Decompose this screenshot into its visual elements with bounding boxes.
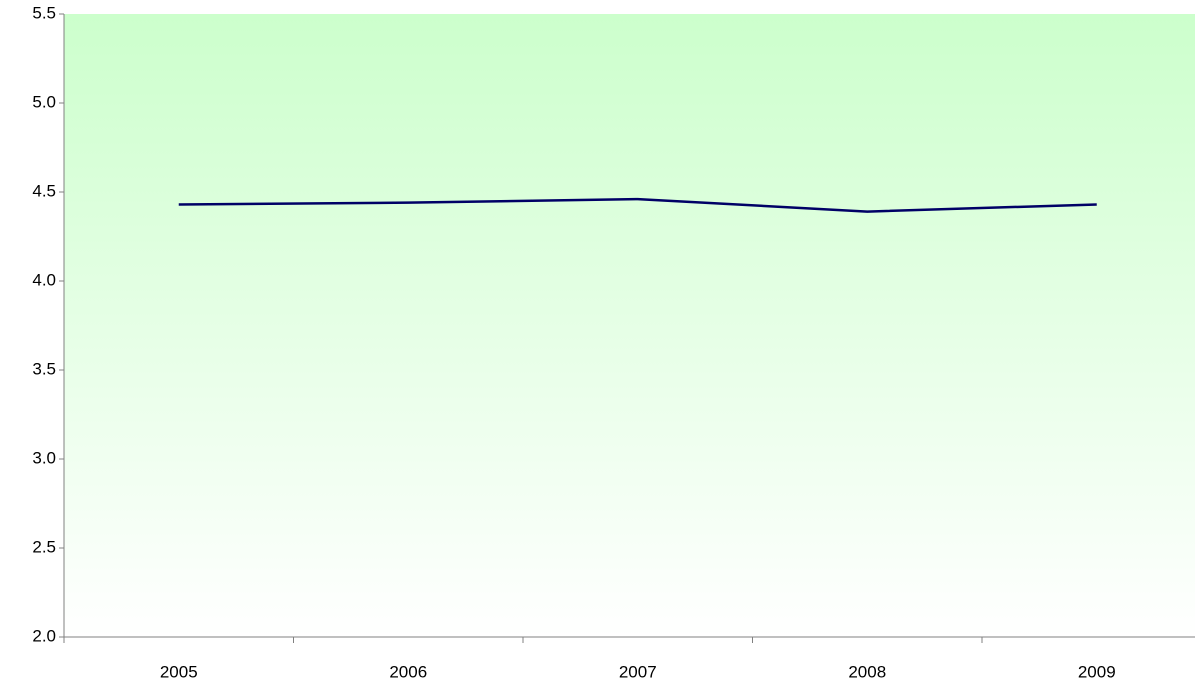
x-tick-label: 2005 <box>160 662 198 681</box>
plot-area <box>64 14 1195 637</box>
y-tick-label: 5.5 <box>32 3 56 22</box>
x-tick-label: 2009 <box>1078 662 1116 681</box>
y-tick-label: 4.5 <box>32 181 56 200</box>
y-tick-label: 3.0 <box>32 448 56 467</box>
x-tick-label: 2008 <box>848 662 886 681</box>
x-tick-label: 2007 <box>619 662 657 681</box>
x-tick-label: 2006 <box>389 662 427 681</box>
y-tick-label: 3.5 <box>32 359 56 378</box>
y-tick-label: 4.0 <box>32 270 56 289</box>
line-series <box>178 197 1097 213</box>
y-tick-label: 2.0 <box>32 626 56 645</box>
y-tick-label: 2.5 <box>32 537 56 556</box>
y-tick-label: 5.0 <box>32 92 56 111</box>
